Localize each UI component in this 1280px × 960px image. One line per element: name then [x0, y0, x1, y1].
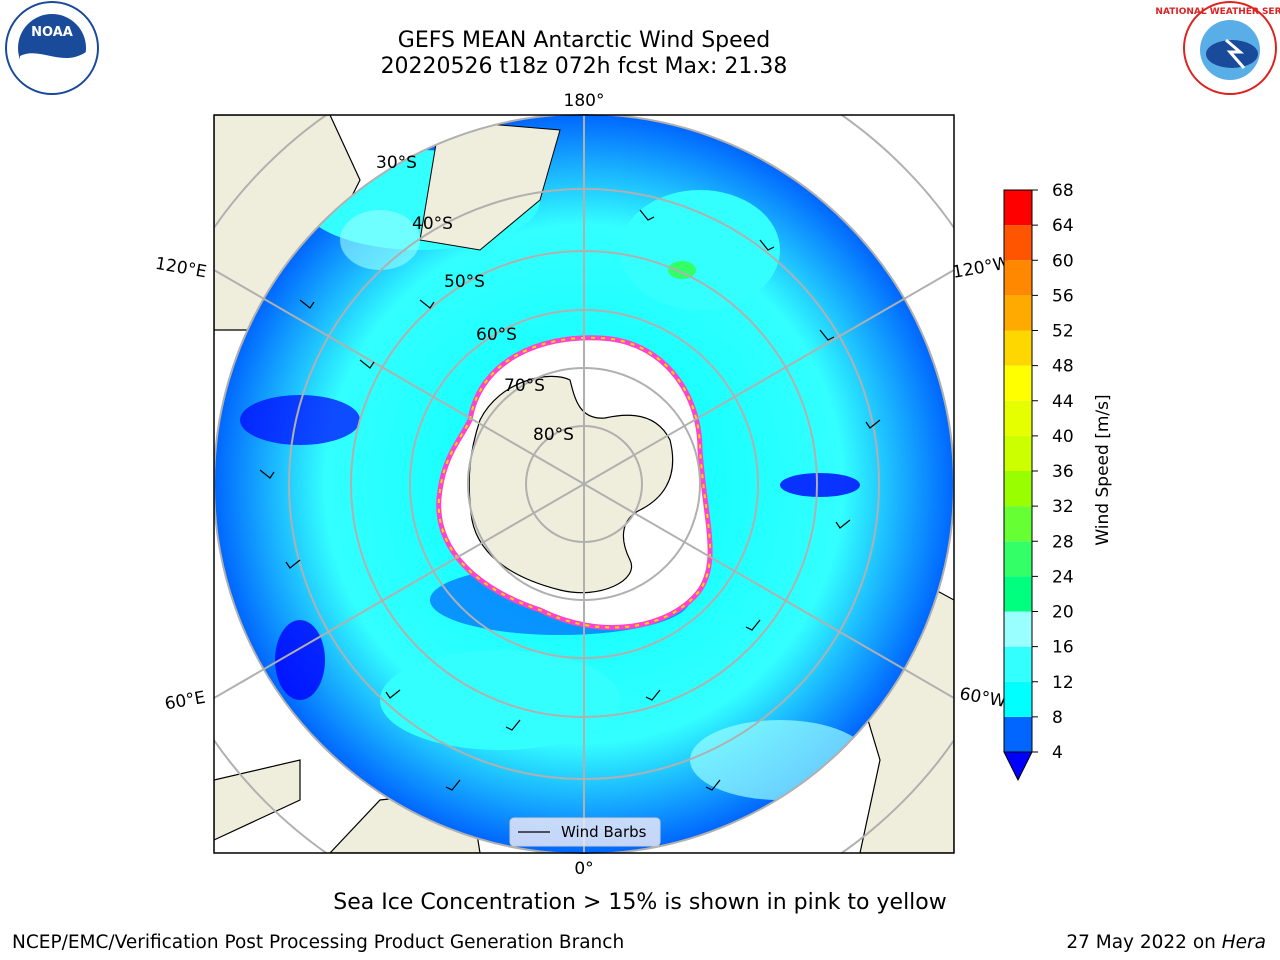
colorbar-segment: [1004, 716, 1032, 752]
colorbar-tick-label: 40: [1052, 427, 1074, 447]
colorbar-tick-label: 68: [1052, 181, 1074, 201]
map-legend: Wind Barbs: [509, 817, 661, 847]
colorbar-tick-label: 16: [1052, 638, 1074, 658]
colorbar-segment: [1004, 471, 1032, 507]
footer-credit: NCEP/EMC/Verification Post Processing Pr…: [12, 932, 625, 953]
wind-patch: [240, 395, 360, 445]
colorbar-tick-label: 56: [1052, 286, 1074, 306]
footer-date-text: 27 May 2022 on: [1066, 932, 1222, 953]
lat-label-30s: 30°S: [376, 153, 417, 173]
nws-logo: NATIONAL WEATHER SERVICE: [1155, 1, 1280, 95]
colorbar-segment: [1004, 611, 1032, 647]
wind-max-patch: [668, 261, 696, 279]
lat-label-70s: 70°S: [504, 376, 545, 396]
colorbar-segment: [1004, 646, 1032, 682]
colorbar-segment: [1004, 576, 1032, 612]
lon-label-60w: 60°W: [958, 684, 1008, 712]
legend-box: [509, 817, 661, 847]
wind-patch: [275, 620, 325, 700]
colorbar-segment: [1004, 330, 1032, 366]
colorbar-tick-label: 64: [1052, 216, 1074, 236]
antarctica: [436, 335, 713, 630]
colorbar-tick-label: 60: [1052, 251, 1074, 271]
lat-label-40s: 40°S: [412, 214, 453, 234]
lat-label-50s: 50°S: [444, 272, 485, 292]
colorbar-tick-label: 20: [1052, 603, 1074, 623]
sea-ice-note: Sea Ice Concentration > 15% is shown in …: [333, 890, 947, 915]
colorbar-tick-label: 4: [1052, 743, 1063, 763]
colorbar-tick-label: 12: [1052, 673, 1074, 693]
colorbar-tick-label: 28: [1052, 532, 1074, 552]
colorbar-segment: [1004, 365, 1032, 401]
lon-label-120w: 120°W: [951, 253, 1012, 283]
lon-label-180: 180°: [564, 91, 605, 111]
colorbar-tick-label: 8: [1052, 708, 1063, 728]
colorbar-segment: [1004, 506, 1032, 542]
colorbar-label: Wind Speed [m/s]: [1093, 394, 1113, 545]
wind-patch: [620, 190, 780, 310]
wind-patch: [340, 210, 420, 270]
footer-machine: Hera: [1221, 932, 1266, 953]
footer-date: 27 May 2022 on Hera: [1066, 932, 1266, 953]
new-zealand-land: [419, 119, 561, 251]
lon-label-0: 0°: [574, 859, 593, 879]
map-frame: [213, 114, 955, 854]
colorbar-segment: [1004, 295, 1032, 331]
colorbar-segment: [1004, 190, 1032, 226]
colorbar-segment: [1004, 400, 1032, 436]
lat-label-80s: 80°S: [533, 425, 574, 445]
colorbar-tick-label: 32: [1052, 497, 1074, 517]
colorbar-segment: [1004, 681, 1032, 717]
colorbar-segment: [1004, 225, 1032, 261]
noaa-logo: NOAA: [5, 1, 99, 95]
wind-patch: [780, 473, 860, 497]
legend-label: Wind Barbs: [561, 823, 647, 841]
colorbar-tick-label: 24: [1052, 567, 1074, 587]
lat-label-60s: 60°S: [476, 325, 517, 345]
colorbar-segment: [1004, 435, 1032, 471]
madagascar-land: [214, 759, 301, 841]
colorbar-tick-label: 52: [1052, 322, 1074, 342]
colorbar-segment: [1004, 541, 1032, 577]
graticule: [214, 115, 954, 853]
nws-logo-text: NATIONAL WEATHER SERVICE: [1155, 7, 1280, 17]
plot-title: GEFS MEAN Antarctic Wind Speed: [397, 28, 771, 53]
colorbar-tick-label: 48: [1052, 357, 1074, 377]
noaa-logo-text: NOAA: [31, 25, 73, 40]
lon-label-120e: 120°E: [154, 254, 208, 283]
colorbar-tick-label: 36: [1052, 462, 1074, 482]
plot-subtitle: 20220526 t18z 072h fcst Max: 21.38: [380, 54, 788, 79]
wind-patch: [380, 650, 620, 750]
colorbar-segment: [1004, 260, 1032, 296]
wind-barbs: [259, 209, 881, 791]
lon-label-60e: 60°E: [163, 688, 207, 715]
colorbar-extend: [1003, 751, 1033, 782]
colorbar-tick-label: 44: [1052, 392, 1074, 412]
